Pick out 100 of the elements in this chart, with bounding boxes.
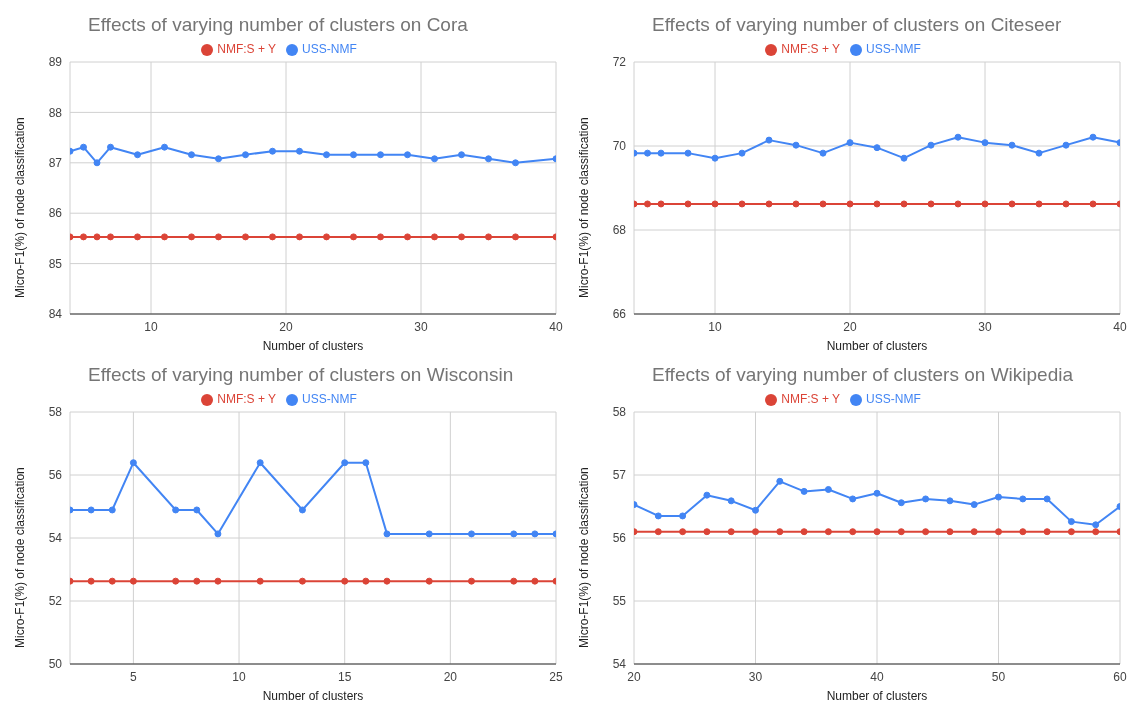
point — [703, 528, 711, 536]
y-tick-label: 54 — [612, 657, 627, 672]
point — [849, 495, 857, 503]
legend-label: USS-NMF — [866, 42, 921, 56]
point — [792, 141, 800, 149]
point — [644, 149, 651, 157]
point — [819, 149, 827, 157]
point — [792, 200, 800, 208]
point — [129, 459, 137, 467]
point — [531, 530, 539, 538]
point — [954, 200, 962, 208]
y-tick-label: 56 — [48, 468, 63, 483]
point — [377, 233, 384, 241]
x-tick-label: 50 — [991, 669, 1006, 684]
point — [107, 143, 114, 151]
point — [256, 459, 264, 467]
point — [954, 133, 962, 141]
point — [776, 477, 784, 485]
y-tick-label: 87 — [48, 156, 63, 171]
point — [215, 155, 222, 163]
y-tick-label: 89 — [48, 55, 63, 70]
point — [134, 151, 141, 159]
point — [922, 528, 930, 536]
x-tick-label: 40 — [870, 669, 884, 684]
point — [1035, 200, 1043, 208]
point — [193, 506, 201, 514]
point — [897, 499, 905, 507]
legend-label: NMF:S + Y — [781, 392, 841, 406]
point — [161, 233, 168, 241]
y-tick-label: 85 — [48, 256, 63, 271]
point — [485, 233, 492, 241]
x-tick-label: 30 — [748, 669, 763, 684]
point — [776, 528, 784, 536]
y-tick-label: 58 — [612, 405, 627, 420]
point — [431, 155, 438, 163]
point — [970, 501, 978, 509]
point — [1067, 518, 1075, 526]
point — [431, 233, 438, 241]
point — [970, 528, 978, 536]
point — [510, 577, 518, 585]
point — [80, 233, 87, 241]
y-axis-title: Micro-F1(%) of node classification — [13, 467, 28, 648]
point — [214, 530, 222, 538]
point — [341, 577, 349, 585]
point — [711, 200, 719, 208]
point — [679, 512, 687, 520]
point — [995, 528, 1002, 536]
point — [467, 577, 475, 585]
point — [824, 485, 832, 493]
y-tick-label: 86 — [48, 206, 63, 221]
point — [684, 149, 692, 157]
point — [80, 143, 87, 151]
y-tick-label: 84 — [48, 307, 63, 322]
x-tick-label: 40 — [549, 319, 563, 334]
legend-label: NMF:S + Y — [781, 42, 841, 56]
x-tick-label: 15 — [338, 669, 352, 684]
point — [242, 233, 249, 241]
point — [161, 143, 168, 151]
point — [512, 159, 519, 167]
point — [927, 200, 935, 208]
point — [873, 528, 881, 536]
x-axis-title: Number of clusters — [262, 339, 364, 353]
point — [298, 506, 306, 514]
point — [654, 512, 662, 520]
y-tick-label: 57 — [612, 468, 627, 483]
point — [900, 154, 908, 162]
y-tick-label: 72 — [612, 55, 627, 70]
legend-label: USS-NMF — [302, 42, 357, 56]
point — [819, 200, 827, 208]
point — [467, 530, 475, 538]
x-tick-label: 25 — [549, 669, 563, 684]
point — [134, 233, 141, 241]
point — [383, 577, 391, 585]
chart-title: Effects of varying number of clusters on Wisconsin — [88, 364, 514, 386]
y-tick-label: 66 — [612, 307, 627, 322]
point — [193, 577, 201, 585]
point — [1092, 528, 1100, 536]
point — [107, 233, 114, 241]
point — [765, 136, 773, 144]
point — [738, 149, 746, 157]
point — [510, 530, 518, 538]
legend-label: NMF:S + Y — [217, 392, 277, 406]
point — [1062, 141, 1070, 149]
point — [458, 151, 465, 159]
point — [485, 155, 492, 163]
point — [172, 577, 180, 585]
y-tick-label: 58 — [48, 405, 63, 420]
chart-title: Effects of varying number of clusters on Wikipedia — [652, 364, 1074, 386]
x-tick-label: 20 — [627, 669, 641, 684]
point — [458, 233, 465, 241]
point — [531, 577, 539, 585]
point — [129, 577, 137, 585]
legend-label: USS-NMF — [302, 392, 357, 406]
point — [824, 528, 832, 536]
point — [215, 233, 222, 241]
point — [1089, 200, 1097, 208]
point — [849, 528, 857, 536]
point — [323, 233, 330, 241]
point — [512, 233, 519, 241]
point — [873, 489, 881, 497]
